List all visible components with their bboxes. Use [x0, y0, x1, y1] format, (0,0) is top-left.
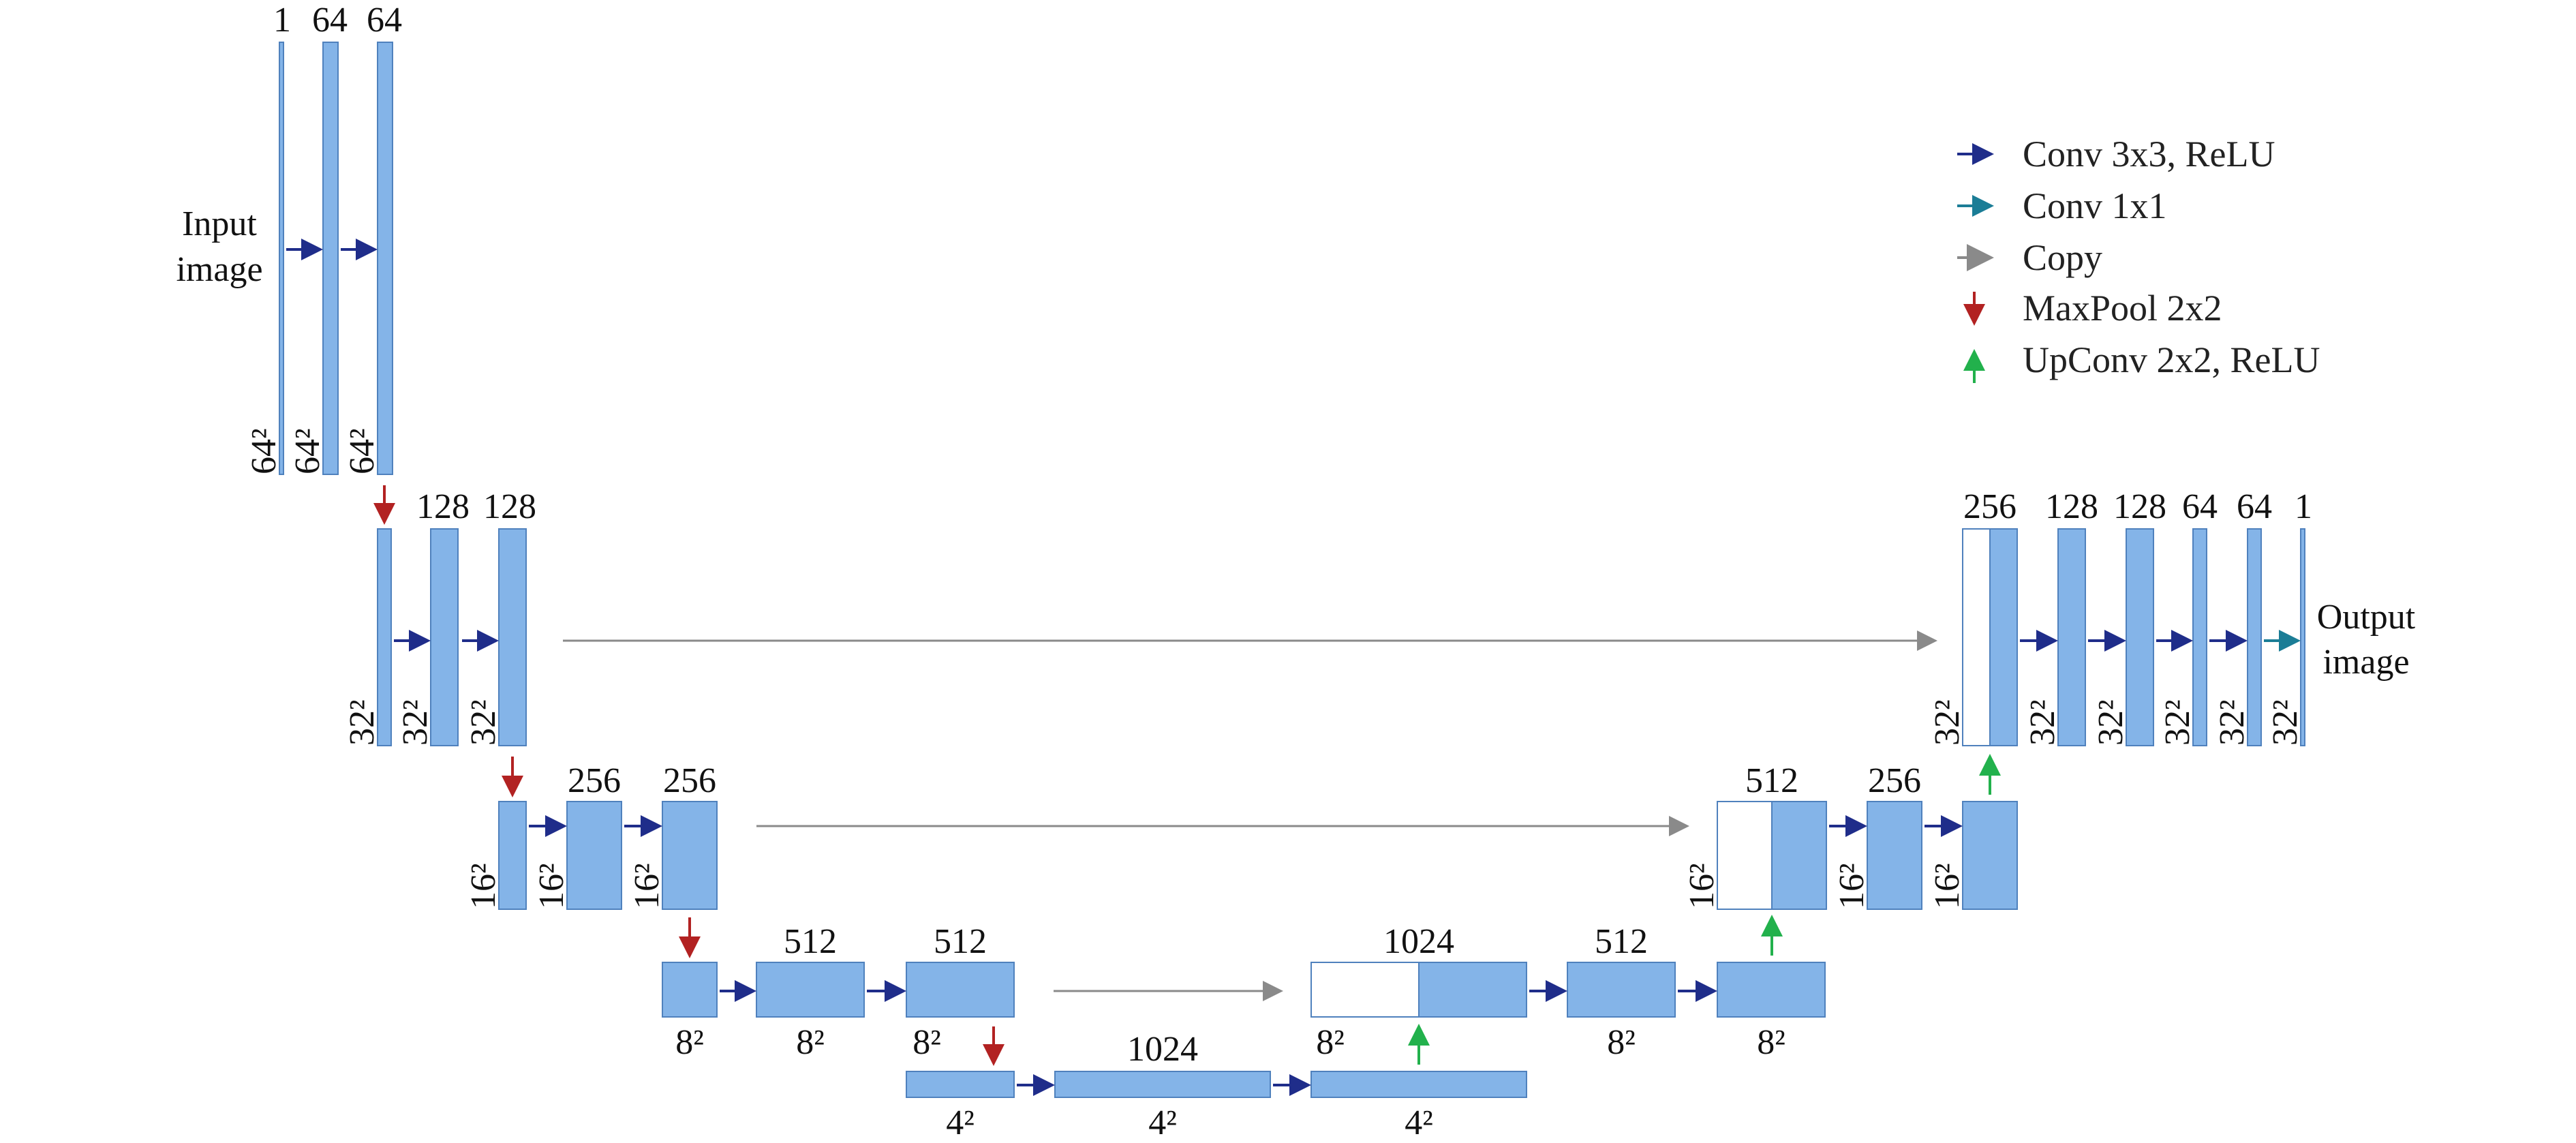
size-label: 16² [1833, 863, 1871, 909]
feature-map-l2-128ch-a [430, 528, 459, 746]
copied-map-up4 [1310, 962, 1420, 1018]
channel-label: 1 [2295, 487, 2312, 526]
copy-arrows [563, 630, 1937, 1001]
size-label: 32² [396, 699, 435, 746]
size-label: 64² [288, 428, 327, 474]
legend-label: MaxPool 2x2 [2023, 288, 2222, 329]
copied-map-up2 [1962, 528, 1991, 746]
feature-map-l3-256ch-a [566, 801, 622, 910]
feature-map-up2-64ch-a [2192, 528, 2207, 746]
size-label: 8² [796, 1023, 825, 1062]
output-label-line-1: Output [2317, 598, 2416, 637]
upconv-map-up3 [1771, 801, 1827, 910]
size-label: 32² [2158, 699, 2197, 746]
size-label: 32² [464, 699, 503, 746]
size-label: 8² [1757, 1023, 1785, 1062]
feature-map-l3-256ch-b [662, 801, 718, 910]
feature-map-up3-256ch-a [1867, 801, 1922, 910]
size-label: 8² [913, 1023, 941, 1062]
feature-map-l2-128ch-b [498, 528, 527, 746]
channel-label: 1 [273, 1, 291, 40]
channel-label: 128 [2045, 487, 2098, 526]
feature-map-up4-512ch-b [1717, 962, 1826, 1018]
feature-map-l3-128ch [498, 801, 527, 910]
channel-label: 64 [367, 1, 402, 40]
channel-label: 256 [1868, 761, 1921, 800]
channel-label: 1024 [1127, 1030, 1198, 1069]
size-label: 64² [343, 428, 382, 474]
size-label: 8² [675, 1023, 704, 1062]
size-label: 8² [1316, 1023, 1345, 1062]
feature-map-bottom-1024ch-a [1054, 1071, 1271, 1098]
channel-label: 256 [663, 761, 716, 800]
size-label: 32² [1928, 699, 1967, 746]
feature-map-up2-64ch-b [2247, 528, 2262, 746]
channel-label: 128 [2113, 487, 2166, 526]
feature-map-l1-64ch-b [377, 42, 393, 475]
channel-label: 128 [416, 487, 470, 526]
size-label: 32² [343, 699, 382, 746]
conv3x3-arrows [286, 239, 2248, 1096]
channel-label: 1024 [1383, 922, 1454, 961]
channel-label: 256 [568, 761, 621, 800]
size-label: 4² [1405, 1103, 1433, 1142]
feature-map-output-1ch [2300, 528, 2305, 746]
size-label: 4² [1148, 1103, 1177, 1142]
size-label: 32² [2023, 699, 2062, 746]
maxpool-arrows [373, 485, 1005, 1066]
feature-map-l4-512ch-b [906, 962, 1015, 1018]
channel-label: 64 [2237, 487, 2272, 526]
feature-map-l1-1ch [279, 42, 284, 475]
channel-label: 64 [2182, 487, 2218, 526]
channel-label: 64 [312, 1, 348, 40]
input-label-line-1: Input [182, 204, 257, 243]
size-label: 16² [532, 863, 571, 909]
size-label: 32² [2213, 699, 2252, 746]
size-label: 32² [2091, 699, 2130, 746]
upconv-map-up4 [1418, 962, 1527, 1018]
size-label: 16² [464, 863, 503, 909]
feature-map-up2-128ch-b [2126, 528, 2154, 746]
output-label-line-2: image [2322, 643, 2409, 682]
legend: Conv 3x3, ReLU Conv 1x1 Copy MaxPool 2x2… [1957, 134, 2320, 383]
size-label: 16² [1683, 863, 1721, 909]
size-label: 64² [245, 428, 283, 474]
upconv-arrows [1408, 754, 2001, 1065]
legend-label: Copy [2023, 237, 2102, 278]
channel-label: 256 [1963, 487, 2017, 526]
feature-map-l4-512ch-a [756, 962, 865, 1018]
channel-label: 512 [934, 922, 987, 961]
feature-map-l2-64ch [377, 528, 392, 746]
size-label: 8² [1607, 1023, 1636, 1062]
feature-map-up2-128ch-a [2057, 528, 2086, 746]
feature-map-l4-256ch [662, 962, 718, 1018]
channel-label: 512 [1745, 761, 1798, 800]
feature-map-up4-512ch-a [1567, 962, 1676, 1018]
channel-label: 128 [483, 487, 536, 526]
size-label: 16² [1928, 863, 1967, 909]
size-label: 16² [628, 863, 666, 909]
size-label: 4² [946, 1103, 975, 1142]
legend-label: Conv 3x3, ReLU [2023, 134, 2275, 174]
feature-map-bottom-512ch [906, 1071, 1015, 1098]
channel-label: 512 [1595, 922, 1648, 961]
upconv-map-up2 [1989, 528, 2018, 746]
size-label: 32² [2266, 699, 2305, 746]
legend-label: Conv 1x1 [2023, 185, 2167, 226]
input-label-line-2: image [176, 250, 262, 289]
feature-map-up3-256ch-b [1962, 801, 2018, 910]
feature-map-bottom-1024ch-b [1310, 1071, 1527, 1098]
legend-label: UpConv 2x2, ReLU [2023, 339, 2320, 380]
copied-map-up3 [1717, 801, 1773, 910]
channel-label: 512 [784, 922, 837, 961]
feature-map-l1-64ch-a [322, 42, 339, 475]
